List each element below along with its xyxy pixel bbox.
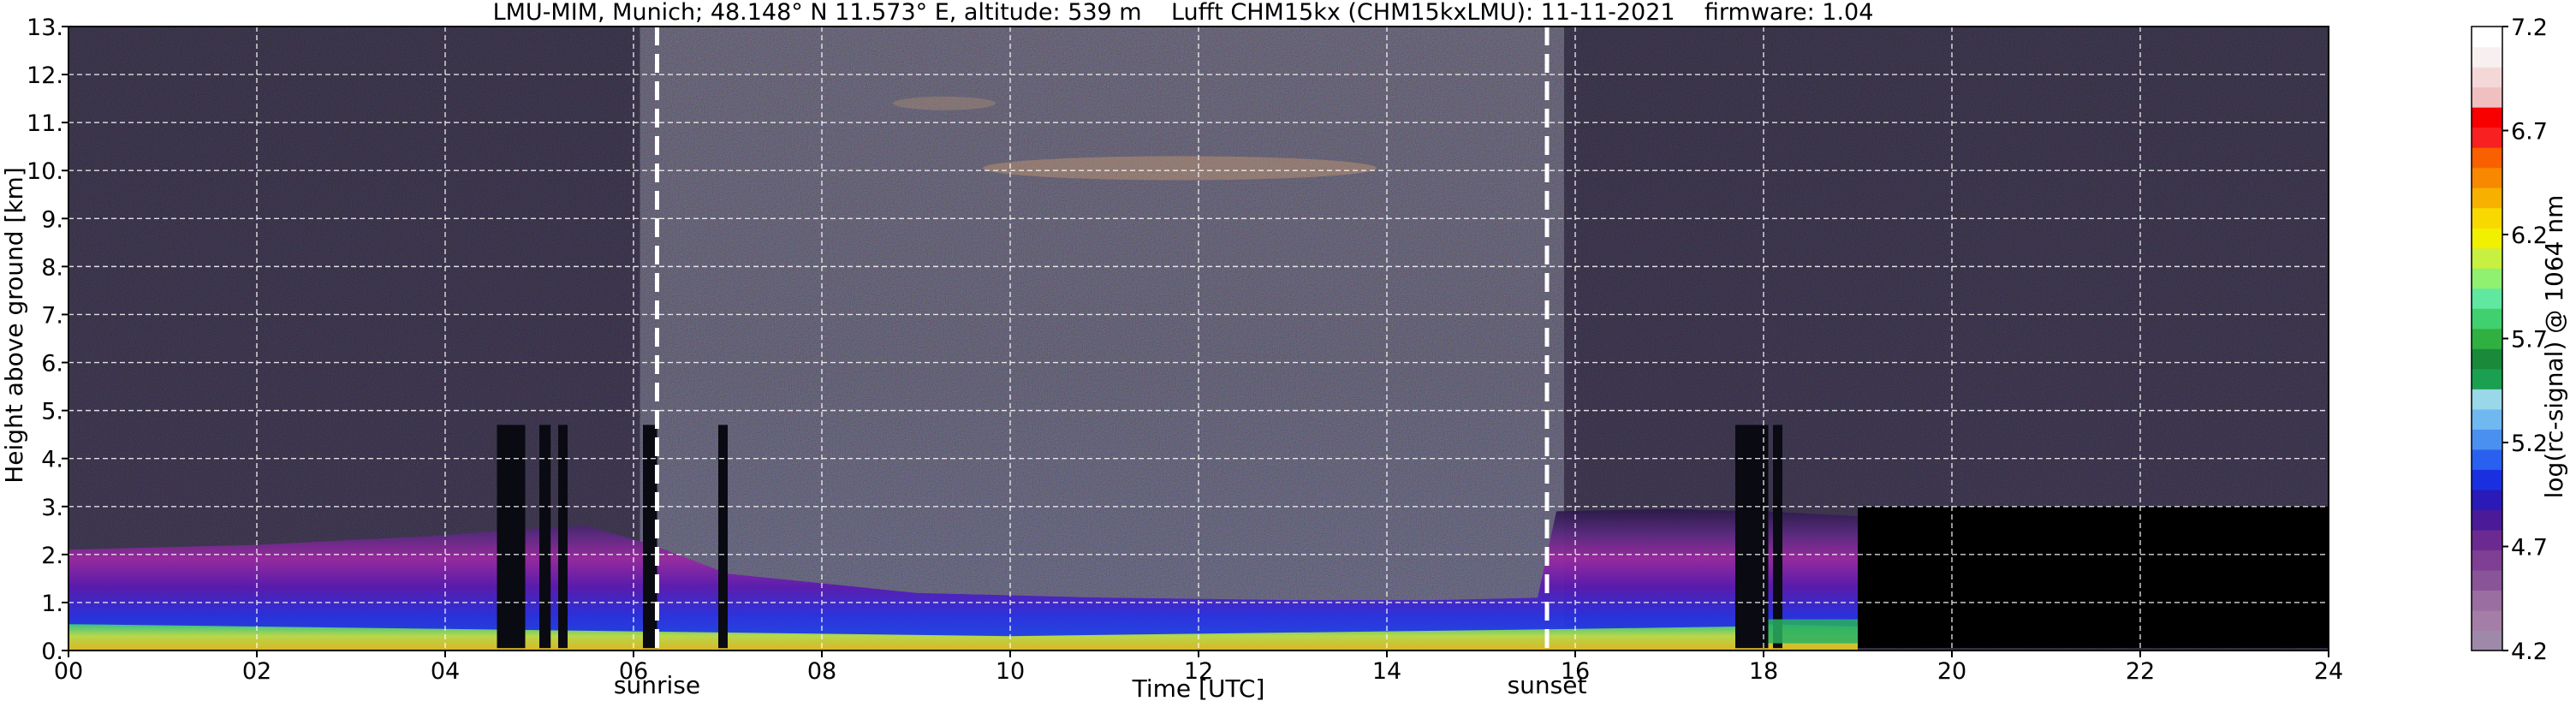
colorbar-swatch bbox=[2472, 268, 2502, 289]
y-tick-label: 1. bbox=[41, 591, 63, 617]
low-layer-band bbox=[1768, 619, 1858, 644]
y-axis-label: Height above ground [km] bbox=[0, 167, 28, 484]
y-tick-label: 12. bbox=[27, 62, 63, 89]
x-tick-label: 12 bbox=[1184, 658, 1213, 685]
y-tick-label: 7. bbox=[41, 302, 63, 329]
colorbar-swatch bbox=[2472, 550, 2502, 571]
y-tick-label: 8. bbox=[41, 254, 63, 281]
x-tick-label: 14 bbox=[1372, 658, 1401, 685]
signal-dropout-column bbox=[643, 425, 657, 649]
colorbar-swatch bbox=[2472, 569, 2502, 591]
x-tick-label: 10 bbox=[996, 658, 1025, 685]
colorbar-tick-label: 4.7 bbox=[2511, 535, 2548, 561]
colorbar-swatch bbox=[2472, 368, 2502, 389]
y-tick-label: 2. bbox=[41, 543, 63, 569]
colorbar-swatch bbox=[2472, 207, 2502, 229]
colorbar-swatch bbox=[2472, 529, 2502, 551]
no-signal-region bbox=[1858, 506, 2329, 649]
colorbar-swatch bbox=[2472, 489, 2502, 510]
x-tick-label: 22 bbox=[2126, 658, 2155, 685]
grid bbox=[68, 27, 2329, 651]
y-tick-label: 13. bbox=[27, 15, 63, 41]
colorbar-swatch bbox=[2472, 590, 2502, 611]
colorbar: 4.2 4.7 5.2 5.7 6.2 6.7 7.2 bbox=[2471, 15, 2548, 665]
signal-dropout-column bbox=[539, 425, 551, 649]
x-tick-label: 00 bbox=[54, 658, 83, 685]
signal-dropout-column bbox=[1773, 425, 1782, 649]
colorbar-swatch bbox=[2472, 27, 2502, 48]
colorbar-label: log(rc-signal) @ 1064 nm bbox=[2540, 195, 2568, 499]
cirrus-cloud bbox=[983, 156, 1377, 181]
colorbar-swatch bbox=[2472, 46, 2502, 68]
signal-dropout-column bbox=[558, 425, 568, 649]
colorbar-swatch bbox=[2472, 630, 2502, 651]
colorbar-swatch bbox=[2472, 429, 2502, 450]
colorbar-tick-label: 5.7 bbox=[2511, 327, 2548, 354]
signal-dropout-column bbox=[718, 425, 728, 649]
y-tick-label: 9. bbox=[41, 206, 63, 233]
colorbar-tick-label: 7.2 bbox=[2511, 15, 2548, 41]
colorbar-tick-label: 6.7 bbox=[2511, 119, 2548, 146]
y-tick-label: 11. bbox=[27, 110, 63, 137]
sunrise-label: sunrise bbox=[614, 671, 700, 699]
daytime-noise bbox=[640, 27, 1564, 651]
x-tick-label: 16 bbox=[1561, 658, 1590, 685]
colorbar-swatch bbox=[2472, 147, 2502, 169]
colorbar-swatch bbox=[2472, 86, 2502, 108]
y-tick-label: 3. bbox=[41, 495, 63, 521]
colorbar-swatch bbox=[2472, 67, 2502, 88]
colorbar-swatch bbox=[2472, 609, 2502, 632]
sun-markers bbox=[655, 27, 1550, 651]
colorbar-tick-label: 5.2 bbox=[2511, 431, 2548, 457]
y-tick-label: 4. bbox=[41, 447, 63, 473]
colorbar-swatch bbox=[2472, 187, 2502, 209]
x-tick-label: 20 bbox=[1937, 658, 1966, 685]
x-tick-label: 06 bbox=[619, 658, 648, 685]
y-axis: 0. 1. 2. 3. 4. 5. 6. 7. 8. 9. 10. 11. 12. 13. bbox=[27, 15, 68, 665]
sunset-label: sunset bbox=[1508, 671, 1587, 699]
colorbar-swatch bbox=[2472, 288, 2502, 309]
colorbar-swatch bbox=[2472, 107, 2502, 128]
x-tick-label: 18 bbox=[1749, 658, 1778, 685]
x-tick-label: 24 bbox=[2314, 658, 2343, 685]
x-axis-label: Time [UTC] bbox=[1132, 674, 1265, 703]
colorbar-swatch bbox=[2472, 408, 2502, 430]
x-tick-label: 04 bbox=[431, 658, 460, 685]
y-tick-label: 10. bbox=[27, 158, 63, 185]
colorbar-swatch bbox=[2472, 469, 2502, 490]
colorbar-swatch bbox=[2472, 308, 2502, 330]
cirrus-cloud bbox=[893, 96, 996, 110]
colorbar-swatch bbox=[2472, 228, 2502, 249]
colorbar-tick-label: 6.2 bbox=[2511, 223, 2548, 249]
x-axis: 00 02 04 06 08 10 12 14 16 18 20 22 24 bbox=[54, 651, 2343, 685]
y-tick-label: 6. bbox=[41, 351, 63, 377]
x-tick-label: 02 bbox=[242, 658, 271, 685]
colorbar-swatch bbox=[2472, 509, 2502, 531]
colorbar-swatch bbox=[2472, 247, 2502, 269]
colorbar-swatch bbox=[2472, 167, 2502, 188]
colorbar-tick-label: 4.2 bbox=[2511, 639, 2548, 665]
colorbar-swatch bbox=[2472, 389, 2502, 410]
signal-dropout-column bbox=[1735, 425, 1769, 649]
x-tick-label: 08 bbox=[807, 658, 836, 685]
colorbar-swatch bbox=[2472, 127, 2502, 148]
y-tick-label: 5. bbox=[41, 399, 63, 425]
chart-title: LMU-MIM, Munich; 48.148° N 11.573° E, al… bbox=[493, 0, 1874, 26]
y-tick-label: 0. bbox=[41, 639, 63, 665]
colorbar-swatch bbox=[2472, 328, 2502, 349]
colorbar-swatch bbox=[2472, 449, 2502, 470]
signal-dropout-column bbox=[497, 425, 526, 649]
colorbar-swatch bbox=[2472, 348, 2502, 370]
